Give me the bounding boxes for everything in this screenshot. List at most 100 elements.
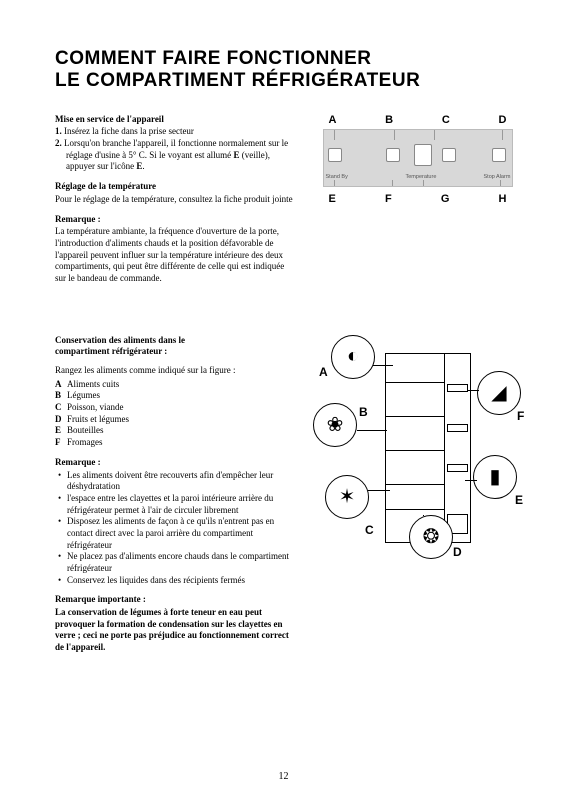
cap-stop: Stop Alarm (484, 174, 511, 180)
lead-line (373, 365, 393, 366)
sec3-head: Remarque : (55, 214, 295, 226)
panel-bot-G: G (441, 193, 450, 205)
panel-top-D: D (499, 114, 507, 126)
panel-line (392, 180, 393, 186)
door-shelf (447, 384, 468, 392)
panel-bot-F: F (385, 193, 392, 205)
door-shelf (447, 464, 468, 472)
title-line-1: COMMENT FAIRE FONCTIONNER (55, 48, 372, 69)
right-column-lower: ◐ A ❀ B ✶ C ❂ D ▮ E ◢ F (313, 335, 523, 656)
fridge-shelf (386, 450, 444, 451)
title-line-2: LE COMPARTIMENT RÉFRIGÉRATEUR (55, 70, 420, 91)
panel-line (394, 130, 395, 140)
food-circle-C: ✶ (325, 475, 369, 519)
food-circle-F: ◢ (477, 371, 521, 415)
label-C: C (365, 523, 374, 537)
fridge-door (445, 353, 471, 543)
food-text: Fromages (67, 437, 103, 447)
fruit-icon: ❂ (423, 524, 440, 549)
standby-icon (328, 148, 342, 162)
pizza-icon: ◐ (347, 345, 359, 368)
food-letter: C (55, 402, 67, 414)
food-text: Poisson, viande (67, 402, 124, 412)
sec6-body: La conservation de légumes à forte teneu… (55, 607, 295, 654)
lead-line (357, 430, 387, 431)
sec4-head-2: compartiment réfrigérateur : (55, 346, 167, 356)
step-2: 2. Lorsqu'on branche l'appareil, il fonc… (55, 138, 295, 173)
step1-num: 1. (55, 126, 62, 136)
bottle-icon: ▮ (489, 464, 500, 489)
list-item: Ne placez pas d'aliments encore chauds d… (55, 551, 295, 574)
food-circle-E: ▮ (473, 455, 517, 499)
right-column-upper: A B C D Stand By Temperature Stop Alarm (313, 114, 522, 287)
panel-line (502, 130, 503, 140)
control-panel-diagram: A B C D Stand By Temperature Stop Alarm (323, 114, 513, 205)
food-circle-B: ❀ (313, 403, 357, 447)
sec5-head: Remarque : (55, 457, 295, 469)
lead-line (368, 490, 390, 491)
sec4-intro: Rangez les aliments comme indiqué sur la… (55, 365, 295, 377)
upper-content: Mise en service de l'appareil 1. Insérez… (55, 114, 522, 287)
vegetable-icon: ❀ (327, 412, 344, 437)
cap-temp: Temperature (406, 174, 437, 180)
page-title: COMMENT FAIRE FONCTIONNER LE COMPARTIMEN… (55, 48, 522, 92)
fridge-shelf (386, 484, 444, 485)
food-text: Fruits et légumes (67, 414, 129, 424)
panel-line (334, 130, 335, 140)
panel-line (434, 130, 435, 140)
temp-display-icon (414, 144, 432, 166)
stop-alarm-icon (492, 148, 506, 162)
sec6-head: Remarque importante : (55, 594, 295, 606)
temp-up-icon (442, 148, 456, 162)
label-F: F (517, 409, 524, 423)
fridge-shelf (386, 382, 444, 383)
left-column-upper: Mise en service de l'appareil 1. Insérez… (55, 114, 295, 287)
lower-content: Conservation des aliments dans le compar… (55, 335, 522, 656)
sec2-body: Pour le réglage de la température, consu… (55, 194, 295, 206)
fridge-body (385, 353, 445, 543)
cheese-icon: ◢ (491, 380, 506, 405)
food-letter: F (55, 437, 67, 449)
step2-num: 2. (55, 138, 62, 148)
lead-line (467, 390, 479, 391)
cap-standby: Stand By (326, 174, 348, 180)
panel-top-labels: A B C D (323, 114, 513, 126)
step1-text: Insérez la fiche dans la prise secteur (64, 126, 194, 136)
lead-line (423, 515, 424, 516)
label-A: A (319, 365, 328, 379)
label-E: E (515, 493, 523, 507)
step-1: 1. Insérez la fiche dans la prise secteu… (55, 126, 295, 138)
sec1-head: Mise en service de l'appareil (55, 114, 295, 126)
sec2-head: Réglage de la température (55, 181, 295, 193)
startup-steps: 1. Insérez la fiche dans la prise secteu… (55, 126, 295, 173)
food-storage-list: AAliments cuits BLégumes CPoisson, viand… (55, 379, 295, 449)
food-letter: E (55, 425, 67, 437)
list-item: Disposez les aliments de façon à ce qu'i… (55, 516, 295, 551)
list-item: l'espace entre les clayettes et la paroi… (55, 493, 295, 516)
list-item: Conservez les liquides dans des récipien… (55, 575, 295, 587)
spacer (55, 287, 522, 335)
panel-body: Stand By Temperature Stop Alarm (323, 129, 513, 187)
food-letter: A (55, 379, 67, 391)
list-item: EBouteilles (55, 425, 295, 437)
list-item: BLégumes (55, 390, 295, 402)
panel-bot-E: E (329, 193, 336, 205)
list-item: FFromages (55, 437, 295, 449)
panel-bot-H: H (499, 193, 507, 205)
panel-bot-labels: E F G H (323, 193, 513, 205)
list-item: Les aliments doivent être recouverts afi… (55, 470, 295, 493)
panel-top-B: B (385, 114, 393, 126)
fish-icon: ✶ (339, 484, 356, 509)
fridge-illustration: ◐ A ❀ B ✶ C ❂ D ▮ E ◢ F (313, 335, 523, 565)
temp-down-icon (386, 148, 400, 162)
panel-top-C: C (442, 114, 450, 126)
list-item: DFruits et légumes (55, 414, 295, 426)
food-text: Légumes (67, 390, 100, 400)
food-text: Aliments cuits (67, 379, 119, 389)
fridge-shelf (386, 509, 444, 510)
remarks-list: Les aliments doivent être recouverts afi… (55, 470, 295, 587)
left-column-lower: Conservation des aliments dans le compar… (55, 335, 295, 656)
door-shelf (447, 424, 468, 432)
label-D: D (453, 545, 462, 559)
sec4-head-1: Conservation des aliments dans le (55, 335, 185, 345)
